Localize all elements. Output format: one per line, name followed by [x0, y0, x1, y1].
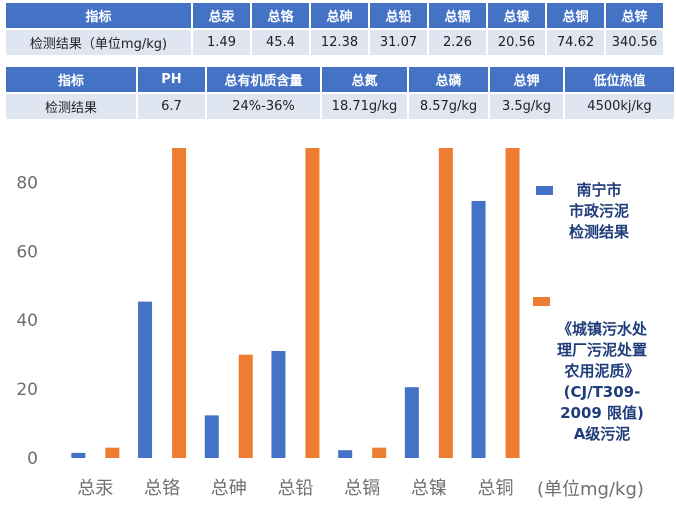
nutrient-result-row: 检测结果 6.7 24%-36% 18.71g/kg 8.57g/kg 3.5g…	[6, 94, 674, 119]
header-potassium: 总钾	[490, 67, 563, 92]
header-heating-value: 低位热值	[565, 67, 674, 92]
header-organic-matter: 总有机质含量	[207, 67, 320, 92]
result-cadmium: 2.26	[429, 30, 486, 55]
legend-series-2: 《城镇污水处 理厂污泥处置 农用泥质》 (CJ/T309- 2009 限值) A…	[533, 297, 671, 445]
header-mercury: 总汞	[193, 3, 250, 28]
legend-series-1-line-3: 检测结果	[568, 223, 629, 241]
y-tick-label: 0	[27, 449, 38, 469]
x-tick-label: 总镉	[344, 478, 380, 499]
x-tick-label: 总汞	[77, 478, 113, 499]
bar-chart: 0 20 40 60 80 总汞 总铬 总砷 总铅 总镉 总镍 总铜	[16, 148, 520, 499]
result-organic-matter: 24%-36%	[207, 94, 320, 119]
result-lead: 31.07	[370, 30, 427, 55]
y-tick-label: 60	[16, 242, 38, 262]
header-nickel: 总镍	[488, 3, 545, 28]
result-chromium: 45.4	[252, 30, 309, 55]
header-chromium: 总铬	[252, 3, 309, 28]
header-phosphorus: 总磷	[409, 67, 488, 92]
x-tick-label: 总铬	[144, 478, 180, 499]
header-copper: 总铜	[547, 3, 604, 28]
y-tick-label: 40	[16, 311, 38, 331]
bar-measured	[471, 200, 486, 458]
bar-limit	[305, 148, 320, 458]
header-indicator: 指标	[6, 3, 191, 28]
result-nitrogen: 18.71g/kg	[322, 94, 407, 119]
legend-series-2-line-4: (CJ/T309-	[563, 383, 641, 401]
legend-series-1: 南宁市 市政污泥 检测结果	[536, 180, 660, 243]
x-tick-label: 总铅	[277, 478, 313, 499]
bar-limit	[172, 148, 187, 458]
x-tick-label: 总砷	[211, 478, 247, 499]
header-arsenic: 总砷	[311, 3, 368, 28]
header-cadmium: 总镉	[429, 3, 486, 28]
bar-limit	[438, 148, 453, 458]
bar-limit	[372, 447, 387, 458]
heavy-metal-header-row: 指标 总汞 总铬 总砷 总铅 总镉 总镍 总铜 总锌	[6, 3, 663, 28]
bar-limit	[105, 447, 120, 458]
x-tick-label: 总镍	[411, 478, 447, 499]
result-zinc: 340.56	[606, 30, 663, 55]
bar-measured	[204, 415, 219, 458]
result-arsenic: 12.38	[311, 30, 368, 55]
legend-swatch-blue	[536, 186, 553, 195]
legend-series-1-line-2: 市政污泥	[568, 202, 629, 220]
bar-measured	[338, 450, 353, 458]
result-copper: 74.62	[547, 30, 604, 55]
legend-series-2-line-6: A级污泥	[573, 425, 631, 443]
result-label: 检测结果（单位mg/kg)	[6, 30, 191, 55]
result-ph: 6.7	[138, 94, 205, 119]
bar-measured	[138, 301, 153, 458]
x-tick-label: 总铜	[478, 478, 514, 499]
header-indicator-2: 指标	[6, 67, 136, 92]
unit-label: (单位mg/kg)	[537, 479, 644, 500]
bar-measured	[271, 350, 286, 458]
legend-series-2-line-3: 农用泥质》	[564, 362, 640, 380]
bar-limit	[505, 148, 520, 458]
legend-series-1-line-1: 南宁市	[576, 181, 622, 199]
result-nickel: 20.56	[488, 30, 545, 55]
result-label-2: 检测结果	[6, 94, 136, 119]
y-tick-label: 20	[16, 380, 38, 400]
bar-measured	[404, 387, 419, 458]
result-phosphorus: 8.57g/kg	[409, 94, 488, 119]
result-mercury: 1.49	[193, 30, 250, 55]
nutrient-header-row: 指标 PH 总有机质含量 总氮 总磷 总钾 低位热值	[6, 67, 674, 92]
bar-measured	[71, 452, 86, 458]
legend-series-2-line-1: 《城镇污水处	[556, 320, 647, 338]
legend-series-2-line-5: 2009 限值)	[560, 404, 644, 422]
heavy-metal-result-row: 检测结果（单位mg/kg) 1.49 45.4 12.38 31.07 2.26…	[6, 30, 663, 55]
result-heating-value: 4500kj/kg	[565, 94, 674, 119]
bar-limit	[238, 354, 253, 458]
header-zinc: 总锌	[606, 3, 663, 28]
legend-swatch-orange	[533, 297, 550, 306]
heavy-metal-table: 指标 总汞 总铬 总砷 总铅 总镉 总镍 总铜 总锌 检测结果（单位mg/kg)…	[4, 1, 665, 57]
nutrient-table: 指标 PH 总有机质含量 总氮 总磷 总钾 低位热值 检测结果 6.7 24%-…	[4, 65, 676, 121]
result-potassium: 3.5g/kg	[490, 94, 563, 119]
legend-series-2-line-2: 理厂污泥处置	[556, 341, 647, 359]
header-ph: PH	[138, 67, 205, 92]
header-nitrogen: 总氮	[322, 67, 407, 92]
header-lead: 总铅	[370, 3, 427, 28]
y-tick-label: 80	[16, 173, 38, 193]
